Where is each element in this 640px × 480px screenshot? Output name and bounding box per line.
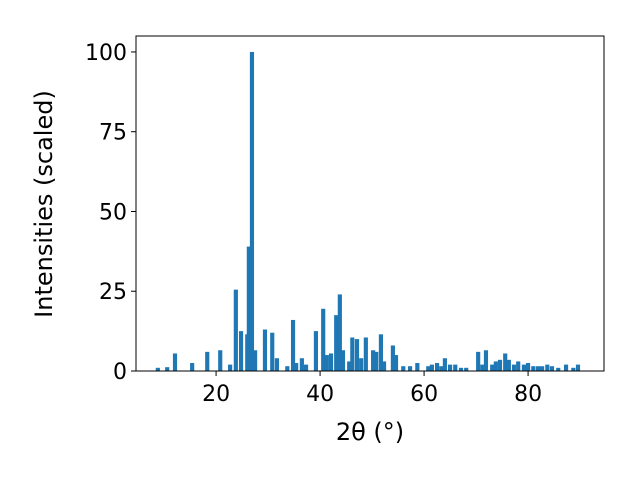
bar — [521, 364, 526, 371]
bar — [340, 350, 346, 371]
bar — [503, 353, 508, 371]
bar — [334, 315, 339, 371]
bar — [511, 364, 517, 371]
bar — [253, 350, 258, 371]
bar — [483, 350, 489, 371]
bar — [228, 364, 233, 371]
bar — [347, 361, 352, 371]
y-tick-label: 25 — [99, 280, 127, 305]
bar — [324, 355, 329, 371]
bar — [337, 294, 342, 371]
bar — [545, 364, 550, 371]
y-tick-label: 75 — [99, 121, 127, 146]
bar — [531, 366, 536, 371]
bar — [506, 359, 511, 371]
y-tick-label: 50 — [99, 200, 127, 225]
bar — [238, 331, 244, 371]
bar — [328, 353, 334, 371]
y-axis-label: Intensities (scaled) — [30, 90, 58, 318]
bar — [233, 289, 238, 371]
bar — [299, 358, 304, 371]
x-tick-label: 40 — [306, 382, 334, 407]
bar — [285, 366, 290, 371]
bar — [155, 367, 160, 371]
bar — [442, 358, 447, 371]
x-tick-label: 80 — [514, 382, 542, 407]
bar — [401, 366, 406, 371]
bar — [374, 351, 379, 371]
bar — [493, 361, 498, 371]
bar — [415, 363, 420, 371]
bar — [429, 364, 434, 371]
bar — [294, 363, 299, 371]
bar — [363, 337, 368, 371]
bar — [526, 363, 531, 371]
bar — [172, 353, 178, 371]
bar — [381, 361, 387, 371]
bar — [453, 364, 458, 371]
bar — [516, 361, 521, 371]
bar — [274, 358, 279, 371]
bar — [535, 366, 541, 371]
bar — [262, 329, 268, 371]
bar — [393, 355, 399, 371]
bar — [378, 334, 383, 371]
bar — [458, 367, 464, 371]
bar — [371, 350, 376, 371]
bar — [575, 364, 581, 371]
bar — [290, 319, 296, 371]
bar — [303, 364, 309, 371]
bar — [270, 332, 275, 371]
bar — [218, 350, 223, 371]
bar — [563, 364, 569, 371]
bar — [549, 366, 555, 371]
bar — [390, 345, 395, 371]
bar — [497, 359, 503, 371]
y-tick-label: 100 — [85, 41, 127, 66]
bar — [313, 331, 318, 371]
bar — [354, 339, 360, 371]
bar — [480, 364, 485, 371]
bar — [246, 246, 251, 371]
bar — [556, 367, 561, 371]
bar — [350, 337, 355, 371]
bar — [571, 367, 576, 371]
bar — [490, 364, 495, 371]
bar — [359, 358, 364, 371]
bar — [540, 366, 545, 371]
plot-frame — [135, 35, 605, 372]
bar — [205, 351, 210, 371]
bar — [448, 364, 453, 371]
bar — [321, 308, 326, 371]
bar — [464, 367, 469, 371]
bar — [407, 366, 413, 371]
bar — [435, 363, 440, 371]
x-tick-label: 20 — [202, 382, 230, 407]
bar — [476, 351, 481, 371]
y-tick-label: 0 — [113, 360, 127, 385]
bar — [439, 366, 444, 371]
bar — [249, 51, 255, 371]
bar — [165, 367, 170, 371]
bar — [426, 366, 431, 371]
x-axis-label: 2θ (°) — [336, 418, 404, 446]
x-tick-label: 60 — [410, 382, 438, 407]
bar — [190, 363, 195, 371]
